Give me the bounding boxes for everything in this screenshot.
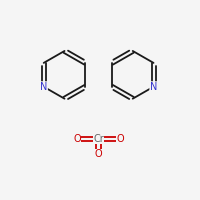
Text: O: O: [73, 134, 81, 144]
Text: N: N: [40, 82, 47, 92]
Text: Cr: Cr: [93, 134, 104, 144]
Text: O: O: [95, 149, 102, 159]
Text: O: O: [117, 134, 124, 144]
Text: N: N: [150, 82, 157, 92]
